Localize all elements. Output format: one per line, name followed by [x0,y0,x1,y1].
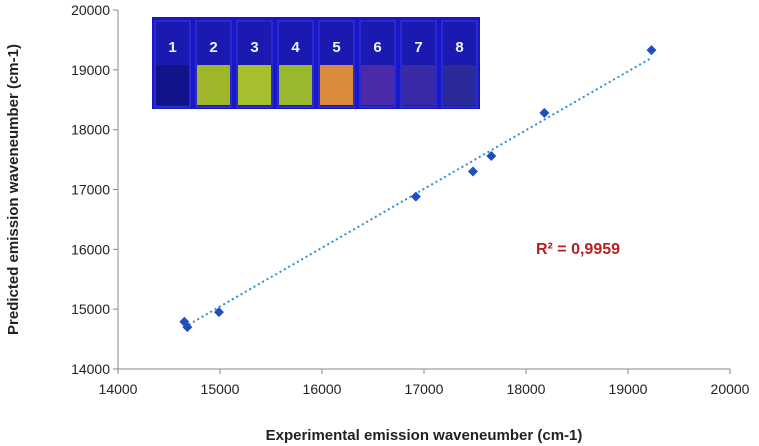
x-tick-label: 17000 [405,381,444,397]
vial-number-label: 2 [209,39,217,56]
y-tick-label: 17000 [71,182,110,198]
data-points-layer [179,45,657,333]
data-point [486,150,497,161]
y-tick-label: 20000 [71,2,110,18]
vial-liquid [238,65,271,105]
x-tick-label: 14000 [99,381,138,397]
vial-number-label: 4 [291,39,300,56]
vial-liquid [320,65,353,105]
y-tick-label: 15000 [71,301,110,317]
data-point [182,322,193,333]
r-squared-annotation: R² = 0,9959 [536,241,620,258]
vial-liquid [402,65,435,105]
vial-liquid [443,65,476,105]
vial-number-label: 8 [455,39,463,56]
data-point [410,191,421,202]
x-tick-label: 19000 [609,381,648,397]
x-tick-label: 18000 [507,381,546,397]
vials-photo-inset: 1 2 3 4 5 6 7 8 [152,17,480,109]
vial-number-label: 6 [373,39,381,56]
vial-number-label: 7 [414,39,422,56]
y-tick-label: 19000 [71,62,110,78]
y-axis-title: Predicted emission waveneumber (cm-1) [5,44,22,335]
vial-liquid [279,65,312,105]
y-tick-label: 14000 [71,361,110,377]
data-point [467,166,478,177]
y-tick-label: 16000 [71,241,110,257]
vial-liquid [361,65,394,105]
vial-number-label: 1 [168,39,176,56]
vial-number-label: 3 [250,39,258,56]
vial-liquid [156,65,189,105]
x-axis-ticks: 14000 15000 16000 17000 18000 19000 20000 [99,369,750,397]
y-axis-ticks: 14000 15000 16000 17000 18000 19000 20000 [71,2,118,377]
y-tick-label: 18000 [71,122,110,138]
x-tick-label: 16000 [303,381,342,397]
vial-liquid [197,65,230,105]
data-point [646,45,657,56]
x-axis-title: Experimental emission waveneumber (cm-1) [266,427,583,444]
data-point [539,107,550,118]
data-point [213,307,224,318]
x-tick-label: 15000 [201,381,240,397]
x-tick-label: 20000 [711,381,750,397]
vial-number-label: 5 [332,39,340,56]
